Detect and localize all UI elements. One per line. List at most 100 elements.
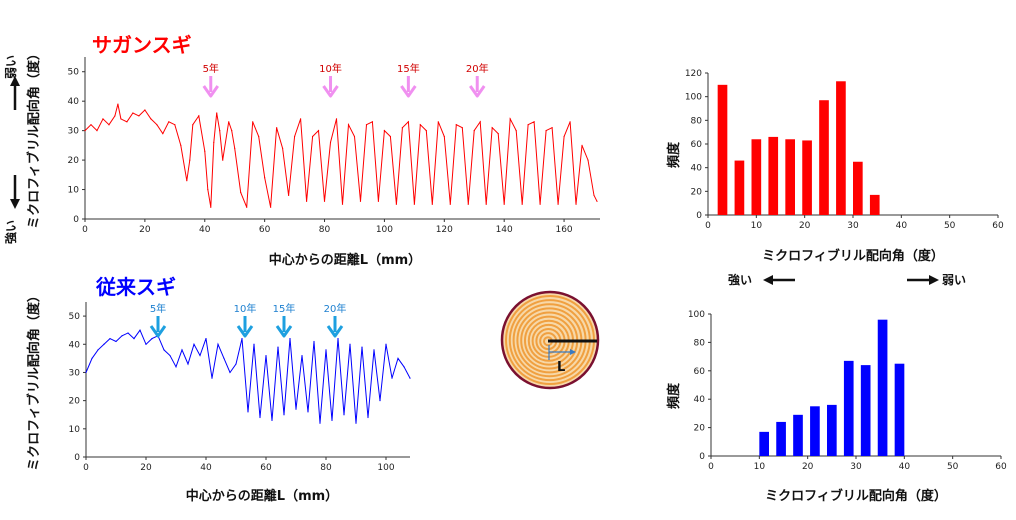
data-point <box>219 130 221 132</box>
data-point <box>234 147 236 149</box>
data-point <box>228 121 230 123</box>
data-point <box>587 159 589 161</box>
data-point <box>425 130 427 132</box>
data-point <box>443 135 445 138</box>
data-point <box>539 203 541 205</box>
data-point <box>216 112 218 114</box>
x-tick-label: 50 <box>947 462 959 472</box>
data-point <box>102 118 104 120</box>
x-tick-label: 140 <box>496 225 513 235</box>
data-point <box>283 414 285 416</box>
y-tick-label: 100 <box>688 310 705 320</box>
arrow-right-head-icon <box>929 275 939 285</box>
data-point <box>97 349 99 351</box>
data-point <box>252 121 254 123</box>
conventional-histogram: 0 10 20 30 40 50 60 0 20 40 60 80 100 ミクロフィブリル配向角（度） 頻… <box>666 310 1007 504</box>
data-point <box>193 343 195 345</box>
data-point <box>127 332 129 334</box>
data-point <box>258 135 260 138</box>
year-arrow-head-icon <box>275 325 293 338</box>
year-arrow-head-icon <box>322 85 339 98</box>
histogram-bar <box>793 414 803 456</box>
data-point <box>210 206 212 208</box>
year-annotation-label: 15年 <box>273 302 296 315</box>
y-tick-label: 10 <box>68 186 80 196</box>
data-point <box>473 130 475 132</box>
data-point <box>288 194 290 197</box>
data-point <box>259 416 261 419</box>
x-tick-label: 0 <box>708 462 714 472</box>
y-tick-label: 20 <box>69 397 81 407</box>
data-point <box>596 200 598 202</box>
histogram-bar <box>894 363 905 456</box>
y-tick-label: 60 <box>694 367 706 377</box>
y-tick-label: 50 <box>68 68 80 78</box>
data-point <box>335 118 338 120</box>
data-point <box>365 124 368 126</box>
data-point <box>337 338 339 340</box>
data-point <box>347 124 350 126</box>
x-tick-label: 60 <box>259 225 271 235</box>
y-tick-label: 20 <box>68 156 80 166</box>
y-tick-label: 20 <box>691 187 703 197</box>
histogram-bar <box>860 365 871 456</box>
data-point <box>277 346 279 348</box>
data-point <box>175 366 177 368</box>
data-point <box>575 203 577 205</box>
data-point <box>192 124 194 126</box>
data-point <box>319 422 321 424</box>
data-point <box>349 343 351 345</box>
data-point <box>395 203 397 205</box>
x-tick-label: 10 <box>754 462 766 472</box>
arrow-left-head-icon <box>763 275 773 285</box>
data-point <box>156 124 158 126</box>
data-point <box>325 349 327 351</box>
data-point <box>509 118 511 120</box>
data-point <box>91 357 93 359</box>
x-axis-label: ミクロフィブリル配向角（度） <box>765 488 947 504</box>
data-point <box>401 127 403 129</box>
x-tick-label: 20 <box>799 221 811 231</box>
data-point <box>461 127 463 129</box>
data-point <box>497 132 499 135</box>
data-point <box>205 338 207 340</box>
year-annotation-label: 10年 <box>319 62 342 75</box>
data-point <box>108 124 110 126</box>
data-point <box>301 354 303 357</box>
data-point <box>211 377 213 379</box>
data-point <box>235 363 237 365</box>
data-point <box>295 408 297 410</box>
conventional-line-chart: 0 20 40 60 80 100 0 10 20 30 40 50 中心からの距離L（mm） ミクロフィ… <box>26 275 411 504</box>
sagan-line-chart: 0 20 40 60 80 100 120 140 160 0 10 20 30 40 50 中心からの距離L… <box>26 33 600 268</box>
data-point <box>222 159 224 161</box>
data-point <box>204 150 206 152</box>
data-point <box>109 338 111 340</box>
data-point <box>299 118 302 120</box>
data-point <box>491 127 493 129</box>
year-annotation-label: 5年 <box>150 302 166 315</box>
data-point <box>217 343 219 345</box>
histogram-bar <box>843 360 854 456</box>
x-tick-label: 80 <box>319 225 331 235</box>
y-tick-label: 20 <box>694 424 706 434</box>
data-point <box>270 206 272 208</box>
data-point <box>355 422 357 424</box>
data-point <box>121 335 123 337</box>
data-series-line <box>85 329 411 424</box>
x-tick-label: 20 <box>139 225 151 235</box>
data-point <box>409 377 411 379</box>
data-point <box>353 135 356 138</box>
x-tick-label: 120 <box>436 225 453 235</box>
data-point <box>563 135 565 138</box>
year-arrow-head-icon <box>202 85 219 98</box>
histogram-bar <box>734 160 745 215</box>
data-point <box>246 206 248 208</box>
data-point <box>114 115 116 117</box>
y-tick-label: 40 <box>691 164 703 174</box>
histogram-bar <box>836 81 846 216</box>
strength-indicator-vertical: 弱い 強い <box>3 55 20 244</box>
data-point <box>139 329 141 331</box>
chart-title: サガンスギ <box>92 33 192 57</box>
data-point <box>247 411 249 413</box>
